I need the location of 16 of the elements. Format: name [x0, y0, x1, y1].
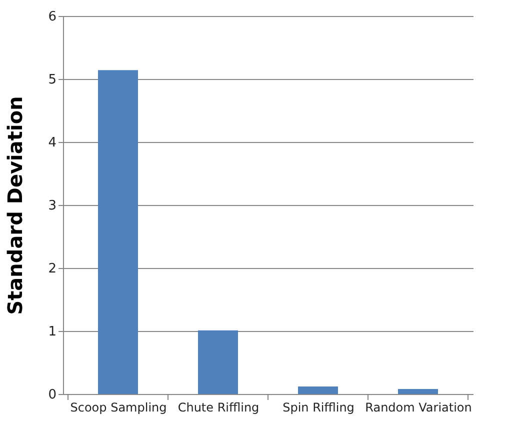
x-tick-label: Chute Riffling	[178, 400, 260, 414]
y-tick-label: 1	[48, 324, 56, 340]
bar	[98, 70, 138, 394]
bar	[398, 388, 438, 394]
bar	[198, 330, 238, 394]
y-tick-label: 0	[48, 388, 56, 402]
x-tick-label: Scoop Sampling	[70, 400, 167, 414]
y-tick-label: 4	[48, 136, 56, 150]
y-tick-label: 3	[48, 198, 56, 214]
x-tick-label: Random Variation	[365, 400, 472, 414]
y-tick-label: 6	[48, 10, 56, 24]
y-tick-label: 5	[48, 72, 56, 88]
y-tick-label: 2	[48, 262, 56, 276]
bar	[298, 386, 338, 394]
x-tick-label: Spin Riffling	[282, 400, 354, 414]
y-axis-title: Standard Deviation	[3, 96, 28, 315]
